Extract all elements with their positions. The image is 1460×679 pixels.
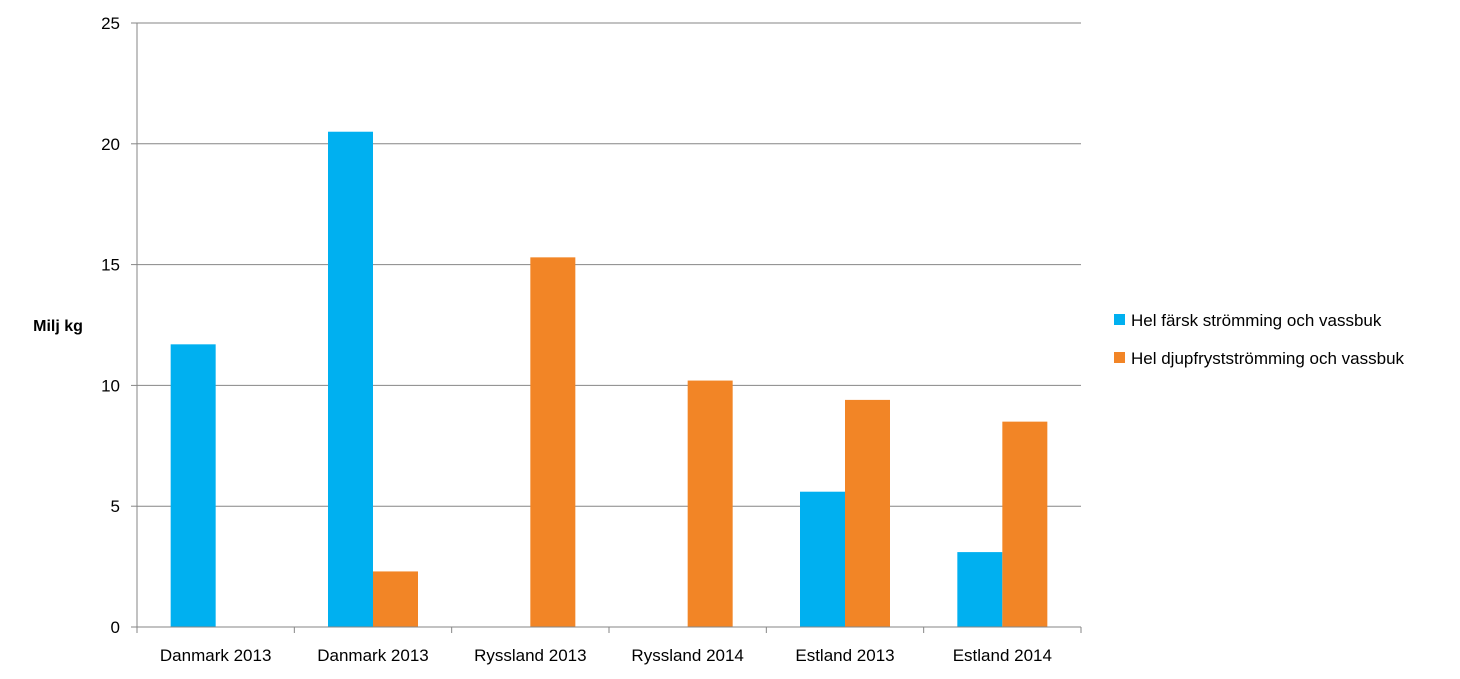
bar: [687, 380, 733, 627]
x-tick-label: Danmark 2013: [317, 646, 429, 665]
legend-swatch: [1114, 314, 1125, 325]
bar: [170, 344, 216, 627]
y-tick-label: 25: [101, 14, 120, 33]
legend-swatch: [1114, 352, 1125, 363]
y-tick-label: 15: [101, 256, 120, 275]
gridlines: [137, 22, 1081, 507]
x-axis-ticks: Danmark 2013 Danmark 2013 Ryssland 2013 Rys…: [136, 627, 1082, 665]
bar: [373, 571, 418, 627]
legend-label: Hel djupfrystströmming och vassbuk: [1131, 349, 1405, 368]
y-axis-label: Milj kg: [33, 318, 83, 335]
y-tick-label: 10: [101, 376, 120, 395]
bar: [800, 491, 845, 627]
bar: [845, 399, 890, 627]
bar: [1002, 421, 1048, 627]
y-tick-label: 0: [111, 618, 120, 637]
bar: [328, 131, 373, 627]
bar: [530, 257, 576, 627]
y-axis-ticks: 0 5 10 15 20 25: [101, 14, 137, 637]
x-tick-label: Ryssland 2014: [631, 646, 743, 665]
bars: [170, 131, 1048, 627]
y-tick-label: 5: [111, 497, 120, 516]
x-tick-label: Ryssland 2013: [474, 646, 586, 665]
bar: [957, 552, 1003, 627]
y-tick-label: 20: [101, 135, 120, 154]
legend-label: Hel färsk strömming och vassbuk: [1131, 311, 1382, 330]
x-tick-label: Estland 2013: [795, 646, 894, 665]
axes: [136, 23, 1081, 628]
x-tick-label: Danmark 2013: [160, 646, 272, 665]
legend: Hel färsk strömming och vassbuk Hel djupf…: [1114, 311, 1405, 368]
x-tick-label: Estland 2014: [953, 646, 1052, 665]
